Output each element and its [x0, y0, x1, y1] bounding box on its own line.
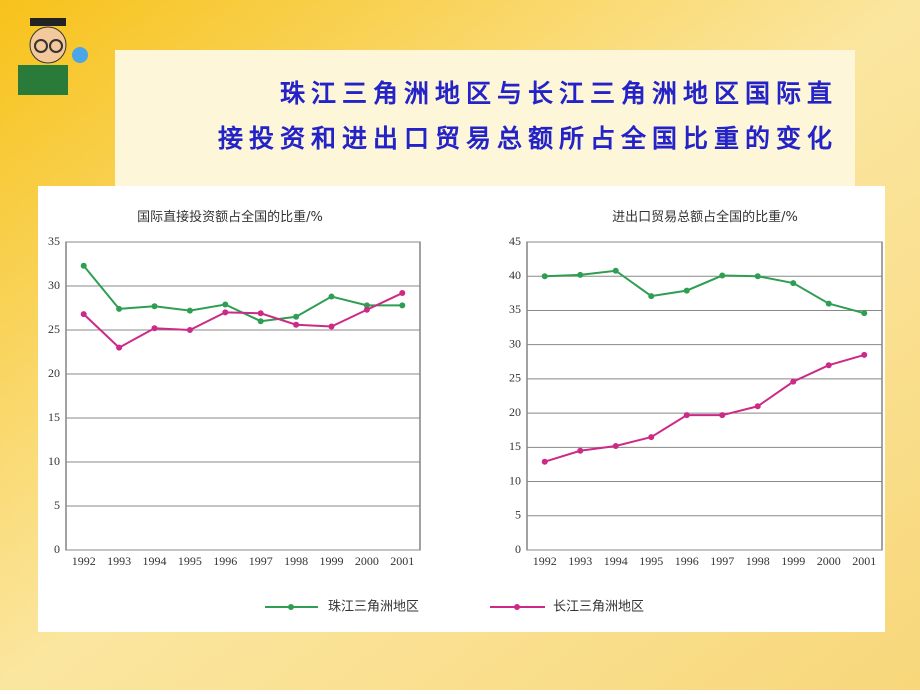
- y-tick-label: 30: [48, 278, 60, 292]
- x-tick-label: 1992: [533, 554, 557, 568]
- x-tick-label: 1993: [568, 554, 592, 568]
- point: [541, 458, 548, 465]
- point: [399, 302, 406, 309]
- y-tick-label: 10: [48, 454, 60, 468]
- x-tick-label: 2000: [355, 554, 379, 568]
- point: [363, 306, 370, 313]
- y-tick-label: 25: [48, 322, 60, 336]
- point: [683, 287, 690, 294]
- legend-swatch: [514, 604, 520, 610]
- y-tick-label: 20: [48, 366, 60, 380]
- x-tick-label: 2001: [390, 554, 414, 568]
- point: [541, 273, 548, 280]
- x-tick-label: 1999: [781, 554, 805, 568]
- series-line: [83, 292, 403, 349]
- legend-label: 珠江三角洲地区: [328, 600, 419, 615]
- y-tick-label: 10: [509, 473, 521, 487]
- title-box: [115, 50, 855, 186]
- point: [683, 412, 690, 419]
- y-tick-label: 45: [509, 234, 521, 248]
- x-tick-label: 1994: [604, 554, 628, 568]
- x-tick-label: 1998: [746, 554, 770, 568]
- point: [612, 267, 619, 274]
- y-tick-label: 20: [509, 405, 521, 419]
- y-tick-label: 0: [54, 542, 60, 556]
- point: [186, 327, 193, 333]
- point: [861, 310, 868, 317]
- point: [719, 412, 726, 419]
- chart-title: 进出口贸易总额占全国的比重/%: [612, 209, 798, 225]
- x-tick-label: 1997: [710, 554, 734, 568]
- legend-label: 长江三角洲地区: [553, 600, 644, 615]
- x-tick-label: 1996: [675, 554, 699, 568]
- x-tick-label: 1995: [178, 554, 202, 568]
- point: [116, 344, 123, 351]
- point: [648, 434, 655, 441]
- chart-title: 国际直接投资额占全国的比重/%: [137, 209, 323, 225]
- point: [825, 362, 832, 369]
- y-tick-label: 15: [509, 439, 521, 453]
- point: [790, 280, 797, 287]
- x-tick-label: 2001: [852, 554, 876, 568]
- x-tick-label: 2000: [817, 554, 841, 568]
- point: [861, 351, 868, 358]
- x-tick-label: 1999: [320, 554, 344, 568]
- point: [222, 301, 229, 308]
- point: [222, 309, 229, 316]
- x-tick-label: 1994: [143, 554, 167, 568]
- y-tick-label: 15: [48, 410, 60, 424]
- point: [648, 293, 655, 300]
- point: [151, 325, 158, 332]
- point: [399, 290, 406, 297]
- y-tick-label: 5: [515, 508, 521, 522]
- y-tick-label: 30: [509, 336, 521, 350]
- y-tick-label: 35: [509, 302, 521, 316]
- point: [293, 313, 300, 320]
- point: [116, 305, 123, 312]
- slide-title: 接投资和进出口贸易总额所占全国比重的变化: [218, 124, 838, 153]
- point: [719, 272, 726, 279]
- point: [293, 321, 300, 328]
- point: [754, 273, 761, 280]
- point: [363, 302, 370, 309]
- x-tick-label: 1996: [213, 554, 237, 568]
- point: [577, 447, 584, 454]
- x-tick-label: 1993: [107, 554, 131, 568]
- point: [612, 442, 619, 449]
- point: [754, 403, 761, 410]
- y-tick-label: 35: [48, 234, 60, 248]
- x-tick-label: 1992: [72, 554, 96, 568]
- slide-title: 珠江三角洲地区与长江三角洲地区国际直: [280, 79, 838, 108]
- y-tick-label: 25: [509, 371, 521, 385]
- point: [80, 311, 87, 318]
- x-tick-label: 1995: [639, 554, 663, 568]
- series-line: [544, 353, 865, 463]
- y-tick-label: 40: [509, 268, 521, 282]
- point: [790, 378, 797, 385]
- x-tick-label: 1997: [249, 554, 273, 568]
- y-tick-label: 0: [515, 542, 521, 556]
- point: [257, 318, 264, 325]
- series-line: [544, 269, 865, 315]
- point: [80, 262, 87, 269]
- point: [328, 293, 335, 300]
- point: [257, 310, 264, 317]
- legend-swatch: [288, 604, 294, 610]
- point: [577, 271, 584, 278]
- clipart: [18, 18, 88, 95]
- point: [825, 300, 832, 307]
- point: [151, 303, 158, 310]
- x-tick-label: 1998: [284, 554, 308, 568]
- point: [186, 307, 193, 314]
- point: [328, 323, 335, 330]
- y-tick-label: 5: [54, 498, 60, 512]
